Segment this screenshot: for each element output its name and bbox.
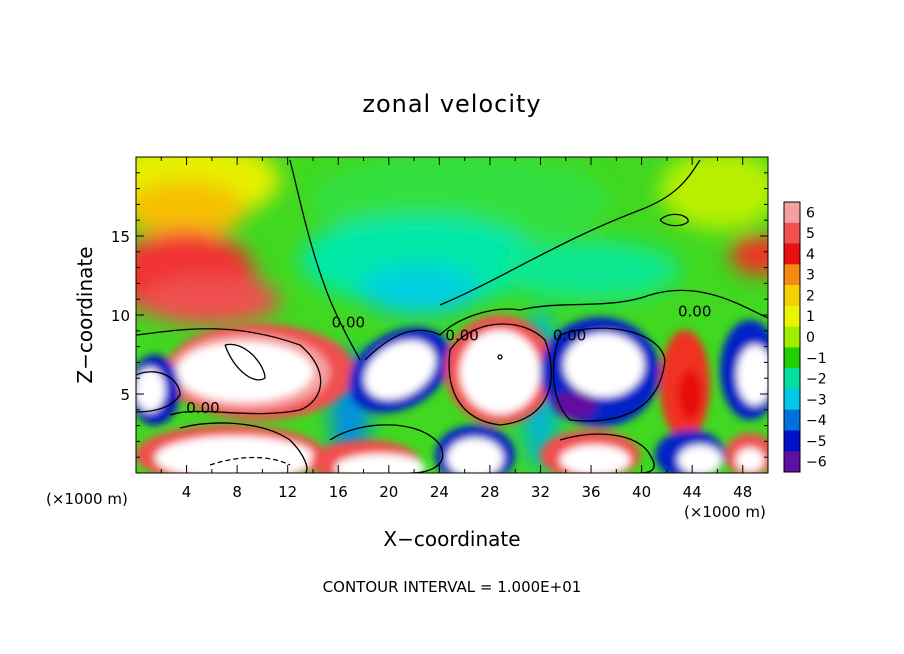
colorbar: 6 5 4 3 2 1 0 −1 −2 −3 −4 −5 −6 xyxy=(783,201,827,473)
colorbar-frame xyxy=(783,201,801,473)
x-tick-label: 16 xyxy=(329,483,348,501)
x-unit-left: (×1000 m) xyxy=(46,490,128,508)
contour-line xyxy=(497,354,503,360)
contour-line xyxy=(224,343,266,381)
colorbar-swatch xyxy=(784,222,800,245)
colorbar-swatch xyxy=(784,202,800,224)
chart-title: zonal velocity xyxy=(362,90,541,118)
x-tick-label: 4 xyxy=(182,483,192,501)
contour-line xyxy=(136,371,181,413)
colorbar-label: −6 xyxy=(806,455,827,471)
x-tick-label: 36 xyxy=(581,483,600,501)
contour-label: 0.00 xyxy=(553,326,586,344)
x-tick-label: 12 xyxy=(278,483,297,501)
colorbar-label: 1 xyxy=(806,309,815,325)
x-tick-label: 28 xyxy=(480,483,499,501)
x-tick-label: 40 xyxy=(632,483,651,501)
contour-line xyxy=(552,327,666,422)
x-tick-label: 32 xyxy=(531,483,550,501)
colorbar-swatch xyxy=(784,243,800,265)
contour-line xyxy=(179,422,308,473)
velocity-cells xyxy=(136,315,768,473)
contour-line xyxy=(659,213,689,227)
colorbar-label: −2 xyxy=(806,372,827,388)
colorbar-swatch xyxy=(784,430,800,452)
colorbar-label: 3 xyxy=(806,268,815,284)
contour-label: 0.00 xyxy=(678,303,711,321)
colorbar-swatch xyxy=(784,409,800,431)
colorbar-label: 0 xyxy=(806,330,815,346)
contour-label: 0.00 xyxy=(186,399,219,417)
contour-line xyxy=(364,289,768,361)
colorbar-label: −1 xyxy=(806,351,827,367)
zero-contours xyxy=(136,159,768,473)
y-axis-ticks: 5 10 15 xyxy=(111,172,768,458)
x-unit-right: (×1000 m) xyxy=(684,503,766,521)
x-tick-label: 8 xyxy=(232,483,242,501)
contour-interval-note: CONTOUR INTERVAL = 1.000E+01 xyxy=(323,578,582,596)
x-axis-ticks: 4 8 12 16 20 24 28 32 36 40 44 48 xyxy=(160,157,752,501)
colorbar-label: 2 xyxy=(806,288,815,304)
contour-line xyxy=(559,433,655,473)
y-axis-label: Z−coordinate xyxy=(73,246,97,383)
contour-line xyxy=(289,159,361,361)
plot-area xyxy=(136,157,768,473)
y-tick-label: 10 xyxy=(111,307,130,325)
contour-line xyxy=(209,456,291,466)
colorbar-label: −4 xyxy=(806,413,827,429)
colorbar-label: 5 xyxy=(806,226,815,242)
colorbar-swatch xyxy=(784,305,800,328)
contour-label: 0.00 xyxy=(445,326,478,344)
colorbar-label: 4 xyxy=(806,247,815,263)
colorbar-swatch xyxy=(784,451,800,473)
colorbar-label: 6 xyxy=(806,205,815,221)
contour-line xyxy=(329,424,444,473)
colorbar-swatch xyxy=(784,388,800,411)
x-tick-label: 48 xyxy=(733,483,752,501)
colorbar-swatch xyxy=(784,326,800,348)
x-tick-label: 44 xyxy=(683,483,702,501)
contour-line xyxy=(448,323,552,426)
colorbar-swatch xyxy=(784,368,800,390)
colorbar-label: −3 xyxy=(806,392,827,408)
y-tick-label: 5 xyxy=(120,386,130,404)
colorbar-swatch xyxy=(784,285,800,307)
x-tick-label: 20 xyxy=(379,483,398,501)
colorbar-swatch xyxy=(784,264,800,286)
contour-label: 0.00 xyxy=(332,314,365,332)
colorbar-label: −5 xyxy=(806,434,827,450)
x-tick-label: 24 xyxy=(430,483,449,501)
contour-labels: 0.00 0.00 0.00 0.00 0.00 xyxy=(186,303,711,417)
x-axis-label: X−coordinate xyxy=(383,527,520,551)
contour-line xyxy=(439,159,701,306)
contour-line xyxy=(136,328,322,416)
y-tick-label: 15 xyxy=(111,228,130,246)
colorbar-swatch xyxy=(784,347,800,369)
